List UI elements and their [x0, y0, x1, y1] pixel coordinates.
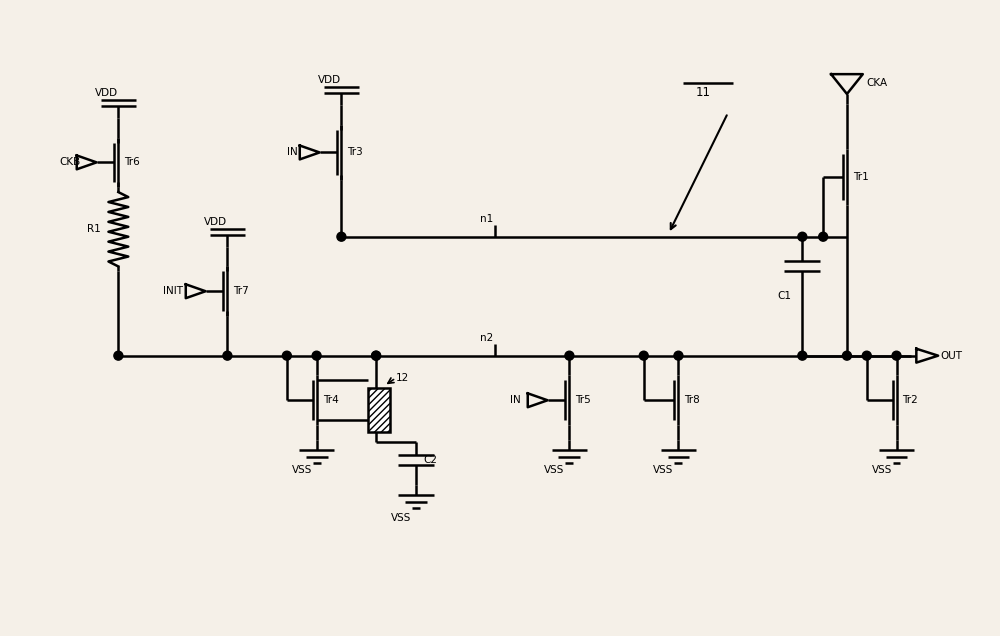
Circle shape [372, 351, 381, 360]
Text: n1: n1 [480, 214, 493, 224]
Text: Tr3: Tr3 [347, 148, 363, 158]
Text: Tr2: Tr2 [902, 396, 918, 405]
Circle shape [312, 351, 321, 360]
Text: n2: n2 [480, 333, 493, 343]
Text: INIT: INIT [163, 286, 183, 296]
Text: VSS: VSS [391, 513, 411, 523]
Circle shape [372, 351, 381, 360]
Text: IN: IN [287, 148, 298, 158]
Text: Tr7: Tr7 [233, 286, 249, 296]
Text: CKA: CKA [867, 78, 888, 88]
Circle shape [639, 351, 648, 360]
Circle shape [223, 351, 232, 360]
Circle shape [798, 232, 807, 241]
Circle shape [337, 232, 346, 241]
Text: VDD: VDD [95, 88, 118, 98]
Circle shape [798, 351, 807, 360]
Text: Tr8: Tr8 [684, 396, 700, 405]
Text: C2: C2 [424, 455, 438, 466]
Text: VSS: VSS [653, 465, 674, 474]
Text: VDD: VDD [318, 75, 341, 85]
Circle shape [674, 351, 683, 360]
Circle shape [819, 232, 828, 241]
Circle shape [892, 351, 901, 360]
Text: OUT: OUT [940, 350, 962, 361]
Text: Tr1: Tr1 [853, 172, 869, 183]
Circle shape [282, 351, 291, 360]
Text: R1: R1 [87, 225, 100, 234]
Circle shape [565, 351, 574, 360]
Text: VDD: VDD [204, 217, 227, 227]
Text: VSS: VSS [871, 465, 892, 474]
Text: VSS: VSS [292, 465, 312, 474]
Circle shape [114, 351, 123, 360]
Text: C1: C1 [778, 291, 792, 301]
Text: 11: 11 [696, 86, 711, 99]
Text: Tr5: Tr5 [575, 396, 591, 405]
Circle shape [862, 351, 871, 360]
Text: IN: IN [510, 396, 521, 405]
Text: VSS: VSS [544, 465, 565, 474]
Text: Tr4: Tr4 [323, 396, 338, 405]
Text: CKB: CKB [59, 157, 80, 167]
Circle shape [842, 351, 851, 360]
Text: 12: 12 [396, 373, 409, 383]
Bar [368, 388, 390, 432]
Text: Tr6: Tr6 [124, 157, 140, 167]
